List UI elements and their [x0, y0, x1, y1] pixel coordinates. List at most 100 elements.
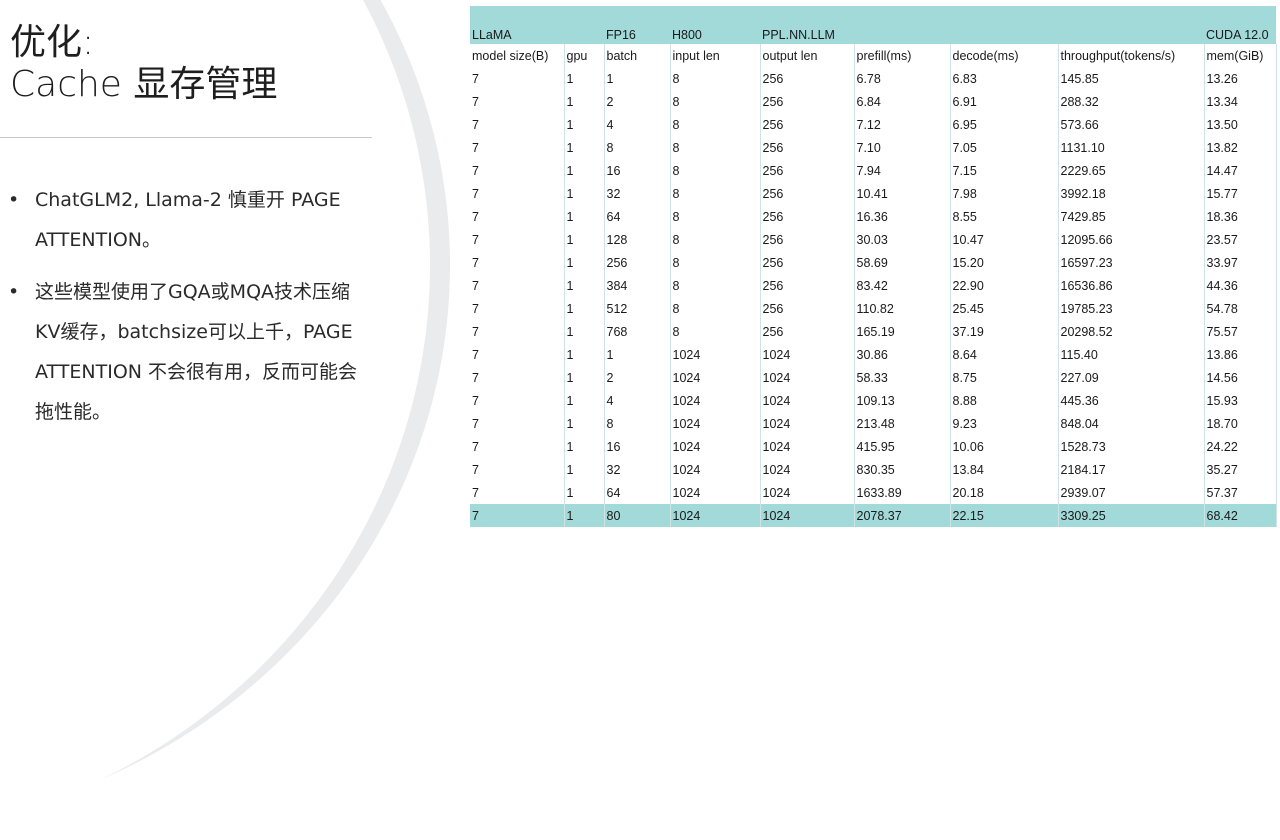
- bullet-text: 这些模型使用了GQA或MQA技术压缩KV缓存，batchsize可以上千，PAG…: [35, 281, 358, 423]
- table-cell: 18.36: [1204, 205, 1277, 228]
- table-cell: 7: [470, 435, 565, 458]
- table-cell: 1024: [670, 435, 761, 458]
- table-cell: 7: [470, 320, 565, 343]
- table-cell: 15.93: [1204, 389, 1277, 412]
- table-cell: 1: [604, 67, 671, 90]
- table-row: 7 1 8 8 256 7.10 7.05 1131.10 13.82: [470, 136, 1277, 159]
- table-cell: [564, 6, 604, 44]
- table-cell: 1: [564, 251, 605, 274]
- table-cell: 165.19: [854, 320, 951, 343]
- table-cell: 256: [760, 228, 855, 251]
- table-cell: 1: [564, 136, 605, 159]
- table-cell: 20298.52: [1058, 320, 1205, 343]
- table-cell: 57.37: [1204, 481, 1277, 504]
- table-cell: 83.42: [854, 274, 951, 297]
- table-cell: 7: [470, 412, 565, 435]
- table-cell: 7: [470, 182, 565, 205]
- table-cell: 7: [470, 251, 565, 274]
- table-row: 7 1 32 1024 1024 830.35 13.84 2184.17 35.27: [470, 458, 1277, 481]
- table-cell: 1024: [670, 389, 761, 412]
- table-cell: mem(GiB): [1204, 44, 1277, 67]
- table-row: 7 1 512 8 256 110.82 25.45 19785.23 54.78: [470, 297, 1277, 320]
- table-cell: 7.98: [950, 182, 1059, 205]
- table-cell: 1024: [670, 458, 761, 481]
- table-cell: 7.12: [854, 113, 951, 136]
- table-cell: 7.05: [950, 136, 1059, 159]
- table-cell: 445.36: [1058, 389, 1205, 412]
- table-cell: 1: [564, 67, 605, 90]
- table-cell: 3992.18: [1058, 182, 1205, 205]
- table-cell: 1024: [760, 343, 855, 366]
- table-cell: 64: [604, 481, 671, 504]
- table-cell: 7: [470, 481, 565, 504]
- bullet-item: • ChatGLM2, Llama-2 慎重开 PAGE ATTENTION。: [8, 180, 368, 260]
- table-row: 7 1 80 1024 1024 2078.37 22.15 3309.25 68.42: [470, 504, 1277, 527]
- table-cell: 1024: [670, 481, 761, 504]
- table-cell: 22.90: [950, 274, 1059, 297]
- table-cell: 18.70: [1204, 412, 1277, 435]
- table-cell: 7.94: [854, 159, 951, 182]
- table-cell: 20.18: [950, 481, 1059, 504]
- table-cell: 1: [564, 481, 605, 504]
- table-cell: 256: [760, 251, 855, 274]
- table-row: 7 1 16 8 256 7.94 7.15 2229.65 14.47: [470, 159, 1277, 182]
- table-cell: 1: [564, 343, 605, 366]
- slide-title: 优化: Cache 显存管理: [10, 22, 277, 106]
- table-row: 7 1 64 8 256 16.36 8.55 7429.85 18.36: [470, 205, 1277, 228]
- table-cell: 14.47: [1204, 159, 1277, 182]
- table-row: 7 1 4 1024 1024 109.13 8.88 445.36 15.93: [470, 389, 1277, 412]
- table-cell: 1024: [670, 504, 761, 527]
- table-cell: 1024: [760, 481, 855, 504]
- table-cell: 2078.37: [854, 504, 951, 527]
- table-cell: 1: [564, 389, 605, 412]
- table-cell: 12095.66: [1058, 228, 1205, 251]
- table-cell: 8: [670, 297, 761, 320]
- table-cell: 768: [604, 320, 671, 343]
- table-row: 7 1 1 8 256 6.78 6.83 145.85 13.26: [470, 67, 1277, 90]
- table-cell: 145.85: [1058, 67, 1205, 90]
- table-cell: [854, 6, 950, 44]
- table-cell: 7: [470, 67, 565, 90]
- table-cell: 1: [564, 412, 605, 435]
- table-cell: 8: [604, 412, 671, 435]
- table-cell: 7: [470, 159, 565, 182]
- table-cell: 848.04: [1058, 412, 1205, 435]
- table-cell: 8: [670, 320, 761, 343]
- table-row: 7 1 4 8 256 7.12 6.95 573.66 13.50: [470, 113, 1277, 136]
- table-cell: 35.27: [1204, 458, 1277, 481]
- table-cell: 256: [760, 67, 855, 90]
- table-cell: 288.32: [1058, 90, 1205, 113]
- table-cell: 1: [564, 435, 605, 458]
- table-cell: 30.03: [854, 228, 951, 251]
- table-cell: 1: [564, 274, 605, 297]
- table-row: 7 1 32 8 256 10.41 7.98 3992.18 15.77: [470, 182, 1277, 205]
- table-cell: 1024: [760, 389, 855, 412]
- table-cell: 213.48: [854, 412, 951, 435]
- table-cell: input len: [670, 44, 761, 67]
- table-cell: 8.75: [950, 366, 1059, 389]
- table-cell: 415.95: [854, 435, 951, 458]
- table-cell: 44.36: [1204, 274, 1277, 297]
- table-row: 7 1 8 1024 1024 213.48 9.23 848.04 18.70: [470, 412, 1277, 435]
- table-cell: 512: [604, 297, 671, 320]
- table-row: 7 1 2 1024 1024 58.33 8.75 227.09 14.56: [470, 366, 1277, 389]
- table-cell: 227.09: [1058, 366, 1205, 389]
- table-cell: 7: [470, 274, 565, 297]
- table-cell: 13.34: [1204, 90, 1277, 113]
- table-cell: 4: [604, 389, 671, 412]
- table-cell: 7429.85: [1058, 205, 1205, 228]
- table-cell: 10.47: [950, 228, 1059, 251]
- table-cell: 37.19: [950, 320, 1059, 343]
- table-cell: 7: [470, 297, 565, 320]
- table-cell: 830.35: [854, 458, 951, 481]
- table-cell: 256: [760, 274, 855, 297]
- slide-title-line-1: 优化:: [10, 22, 95, 63]
- table-cell: 10.41: [854, 182, 951, 205]
- table-cell: PPL.NN.LLM: [760, 6, 854, 44]
- table-cell: 256: [760, 320, 855, 343]
- table-cell: 7: [470, 90, 565, 113]
- table-cell: 15.20: [950, 251, 1059, 274]
- table-cell: 30.86: [854, 343, 951, 366]
- table-cell: 23.57: [1204, 228, 1277, 251]
- table-cell: 8.64: [950, 343, 1059, 366]
